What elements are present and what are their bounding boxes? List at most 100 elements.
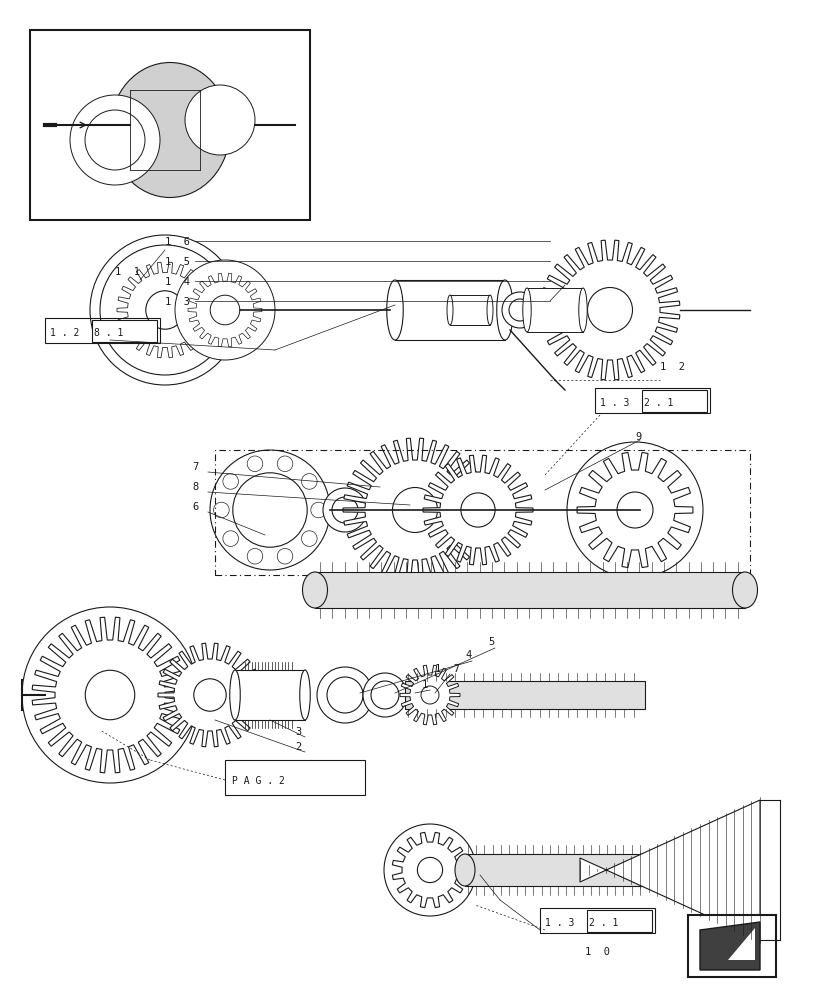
Circle shape (301, 531, 317, 546)
Ellipse shape (455, 854, 475, 886)
Circle shape (70, 95, 160, 185)
Text: 1  7: 1 7 (434, 664, 460, 674)
Circle shape (301, 474, 317, 489)
Text: 1  0: 1 0 (585, 947, 609, 957)
Circle shape (501, 292, 538, 328)
Polygon shape (392, 832, 467, 908)
Text: 1 . 3: 1 . 3 (600, 398, 629, 408)
Circle shape (392, 488, 437, 532)
Bar (595, 388, 709, 413)
Bar (314, 572, 744, 608)
Polygon shape (727, 928, 754, 960)
Polygon shape (399, 665, 460, 725)
Bar (92, 320, 157, 342)
Text: 3: 3 (294, 727, 301, 737)
Text: 1  1: 1 1 (115, 267, 140, 277)
Circle shape (616, 492, 653, 528)
Bar (30, 30, 309, 220)
Bar (586, 910, 651, 932)
Ellipse shape (486, 295, 492, 325)
Circle shape (277, 456, 293, 472)
Ellipse shape (578, 288, 586, 332)
Polygon shape (32, 617, 188, 773)
Polygon shape (576, 452, 692, 568)
Ellipse shape (522, 288, 531, 332)
Ellipse shape (496, 280, 513, 340)
Bar (394, 280, 504, 340)
Circle shape (417, 857, 442, 883)
Text: 1  4: 1 4 (165, 277, 189, 287)
Circle shape (85, 670, 135, 720)
Polygon shape (188, 273, 261, 347)
Circle shape (310, 502, 326, 518)
Polygon shape (392, 832, 467, 908)
Polygon shape (576, 452, 692, 568)
Text: 4: 4 (465, 650, 471, 660)
Text: 1  3: 1 3 (165, 297, 189, 307)
Circle shape (146, 291, 184, 329)
Text: 2 . 1: 2 . 1 (588, 918, 618, 928)
Circle shape (213, 502, 229, 518)
Bar (539, 908, 654, 933)
Circle shape (317, 667, 372, 723)
Bar (465, 854, 649, 886)
Circle shape (210, 450, 330, 570)
Bar (641, 390, 706, 412)
Circle shape (184, 85, 255, 155)
Text: 7: 7 (192, 462, 198, 472)
Text: 9: 9 (634, 432, 640, 442)
Circle shape (210, 295, 240, 325)
Circle shape (461, 493, 495, 527)
Polygon shape (423, 455, 533, 565)
Ellipse shape (302, 572, 327, 608)
Text: 6: 6 (192, 502, 198, 512)
Bar (225, 760, 365, 795)
Circle shape (327, 677, 362, 713)
Polygon shape (699, 922, 759, 970)
Circle shape (509, 299, 530, 321)
Circle shape (332, 497, 357, 523)
Circle shape (222, 474, 238, 489)
Circle shape (587, 288, 632, 332)
Bar (526, 288, 582, 332)
Ellipse shape (229, 670, 240, 720)
Circle shape (362, 673, 407, 717)
Text: 2 . 1: 2 . 1 (643, 398, 672, 408)
Ellipse shape (299, 670, 310, 720)
Circle shape (277, 548, 293, 564)
Circle shape (194, 679, 226, 711)
Text: 1  6: 1 6 (165, 237, 189, 247)
Polygon shape (158, 643, 261, 747)
Ellipse shape (386, 280, 403, 340)
Circle shape (232, 473, 307, 547)
Circle shape (616, 492, 653, 528)
Bar (449, 295, 490, 325)
Bar (215, 450, 749, 575)
Ellipse shape (447, 295, 452, 325)
Text: P A G . 2: P A G . 2 (232, 776, 284, 786)
Circle shape (85, 110, 145, 170)
Circle shape (247, 456, 262, 472)
Text: 8: 8 (192, 482, 198, 492)
Circle shape (417, 857, 442, 883)
Bar (687, 915, 775, 977)
Bar (404, 681, 644, 709)
Circle shape (420, 686, 438, 704)
Circle shape (384, 824, 476, 916)
Circle shape (222, 531, 238, 546)
Circle shape (323, 488, 366, 532)
Circle shape (100, 245, 230, 375)
Circle shape (174, 260, 275, 360)
Bar (235, 670, 304, 720)
Text: 1 . 2: 1 . 2 (50, 328, 79, 338)
Text: 2: 2 (294, 742, 301, 752)
Text: 1  5: 1 5 (165, 257, 189, 267)
Polygon shape (539, 240, 679, 380)
Text: 5: 5 (487, 637, 494, 647)
Text: 8 . 1: 8 . 1 (94, 328, 123, 338)
Circle shape (247, 548, 262, 564)
Text: 1 . 3: 1 . 3 (544, 918, 574, 928)
Circle shape (85, 670, 135, 720)
Text: 1: 1 (422, 680, 428, 690)
Circle shape (370, 681, 399, 709)
